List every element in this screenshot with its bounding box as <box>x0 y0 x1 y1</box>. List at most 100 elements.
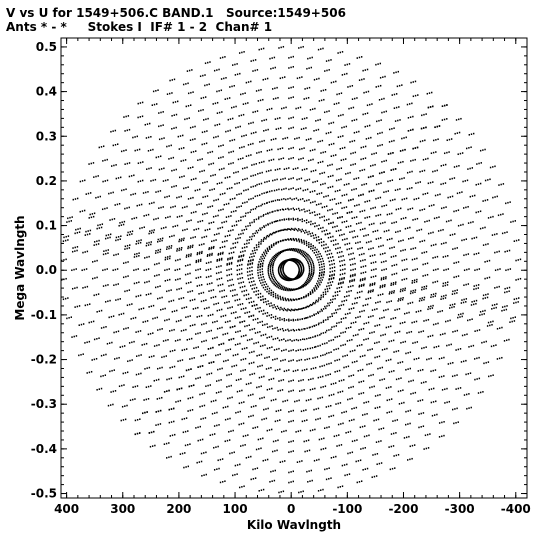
uv-point <box>431 413 438 417</box>
uv-point <box>176 195 182 199</box>
uv-point <box>490 344 497 348</box>
uv-point <box>467 318 473 322</box>
uv-point <box>474 377 481 381</box>
uv-point <box>345 225 352 228</box>
uv-point <box>337 135 344 138</box>
uv-point <box>154 251 161 254</box>
uv-point <box>229 197 236 201</box>
uv-point <box>244 311 251 314</box>
uv-point <box>258 240 265 244</box>
uv-point <box>110 129 117 133</box>
uv-point <box>259 396 265 400</box>
uv-point <box>142 191 149 194</box>
uv-point <box>379 221 386 225</box>
uv-point <box>280 177 286 181</box>
uv-point <box>239 250 246 253</box>
uv-point <box>213 68 220 72</box>
uv-point <box>433 345 440 349</box>
uv-point <box>339 146 346 150</box>
uv-point <box>345 171 351 175</box>
uv-point <box>298 266 305 270</box>
uv-point <box>192 306 199 310</box>
uv-point <box>327 281 334 284</box>
uv-point <box>335 201 342 205</box>
uv-point <box>438 356 445 360</box>
uv-point <box>142 411 148 415</box>
uv-point <box>293 308 300 312</box>
uv-point <box>270 257 277 261</box>
uv-point <box>84 233 91 236</box>
uv-point <box>379 285 386 289</box>
uv-point <box>266 289 273 293</box>
uv-point <box>372 229 379 233</box>
uv-point <box>144 122 151 126</box>
uv-point <box>166 455 172 459</box>
uv-point <box>172 100 179 104</box>
uv-point <box>473 356 480 360</box>
uv-point <box>213 424 220 427</box>
uv-point <box>489 165 496 169</box>
uv-point <box>320 353 326 357</box>
uv-point <box>277 285 284 289</box>
uv-point <box>280 429 287 433</box>
uv-point <box>358 392 365 395</box>
uv-point <box>282 136 289 140</box>
uv-point <box>144 280 150 284</box>
uv-point <box>298 327 305 331</box>
uv-point <box>332 242 339 246</box>
uv-point <box>257 268 263 272</box>
uv-point <box>119 220 126 224</box>
uv-point <box>308 262 314 266</box>
uv-point <box>301 117 308 120</box>
uv-point <box>291 197 298 201</box>
uv-point <box>226 273 233 277</box>
uv-point <box>494 250 500 254</box>
uv-point <box>288 258 295 261</box>
uv-point <box>284 277 291 281</box>
uv-point <box>176 248 183 252</box>
uv-point <box>380 333 386 337</box>
uv-point <box>363 234 369 237</box>
uv-point <box>275 295 281 299</box>
uv-point <box>367 290 374 294</box>
uv-point <box>296 177 303 181</box>
uv-point <box>164 257 171 261</box>
uv-point <box>446 343 452 347</box>
uv-point <box>288 177 294 181</box>
uv-point <box>324 287 331 291</box>
uv-point <box>286 278 293 282</box>
uv-point <box>473 284 480 287</box>
uv-point <box>197 219 204 223</box>
uv-point <box>310 246 316 250</box>
uv-point <box>326 362 332 366</box>
uv-point <box>504 286 511 290</box>
uv-point <box>216 181 223 185</box>
uv-point <box>153 262 160 266</box>
uv-point <box>266 246 273 250</box>
uv-point <box>348 385 354 389</box>
uv-point <box>368 373 374 377</box>
uv-point <box>256 353 263 357</box>
uv-point <box>120 149 127 153</box>
uv-point <box>494 268 501 272</box>
uv-point <box>315 417 321 421</box>
uv-point <box>156 396 163 400</box>
x-tick-label: 100 <box>223 502 248 516</box>
y-tick-label: -0.2 <box>31 353 57 367</box>
uv-point <box>453 275 460 279</box>
uv-point <box>492 195 498 199</box>
uv-point <box>166 92 173 95</box>
uv-point <box>305 278 312 282</box>
uv-point <box>256 385 262 389</box>
uv-point <box>164 215 171 219</box>
uv-point <box>154 285 161 289</box>
uv-point <box>255 292 262 296</box>
uv-point <box>209 433 216 437</box>
uv-point <box>388 139 395 143</box>
uv-point <box>389 467 396 471</box>
uv-point <box>282 287 289 291</box>
uv-point <box>505 201 511 205</box>
uv-point <box>304 326 311 330</box>
uv-point <box>108 191 114 195</box>
uv-point <box>221 220 228 224</box>
